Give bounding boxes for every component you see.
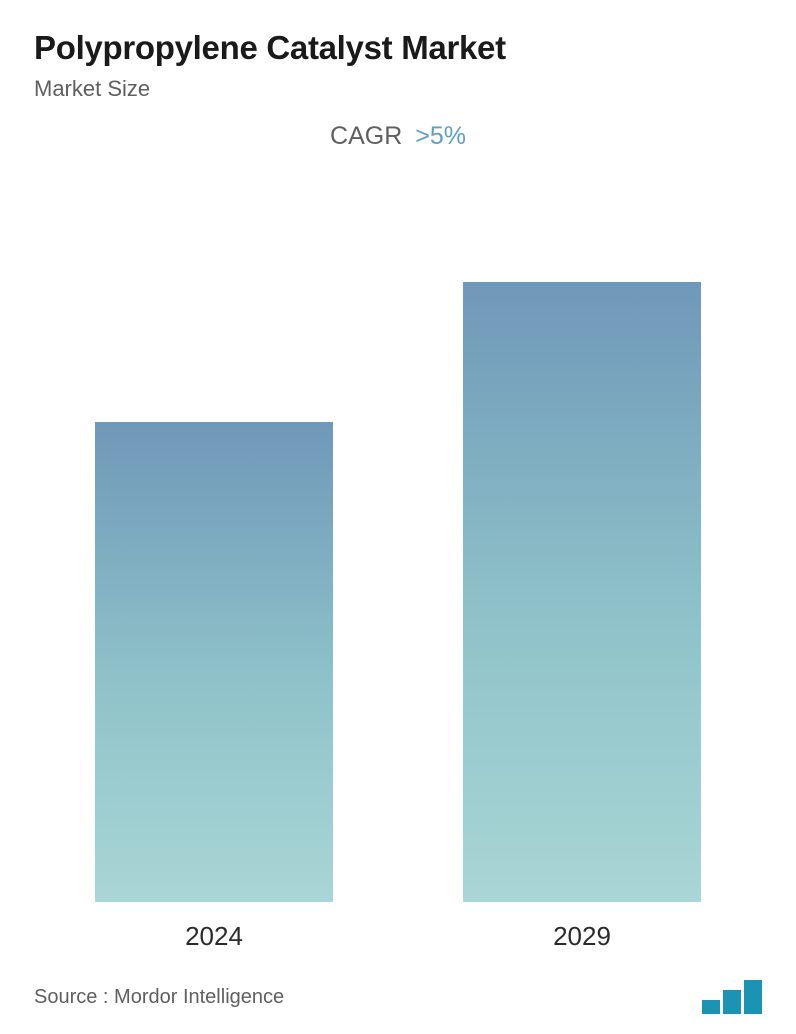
bar-2024: [95, 422, 333, 902]
x-label-0: 2024: [95, 921, 333, 952]
x-axis-labels: 2024 2029: [34, 921, 762, 952]
cagr-label: CAGR: [330, 122, 402, 150]
chart-area: 2024 2029: [34, 169, 762, 960]
bars-group: [34, 169, 762, 960]
chart-footer: Source : Mordor Intelligence: [34, 968, 762, 1014]
chart-title: Polypropylene Catalyst Market: [34, 28, 762, 68]
source-text: Source : Mordor Intelligence: [34, 986, 284, 1009]
cagr-value: >5%: [415, 122, 466, 150]
x-label-1: 2029: [463, 921, 701, 952]
logo-bar-3: [744, 980, 762, 1014]
logo-bar-1: [702, 1000, 720, 1014]
bar-2029: [463, 282, 701, 902]
chart-subtitle: Market Size: [34, 76, 762, 102]
logo-bar-2: [723, 990, 741, 1014]
mordor-logo-icon: [702, 980, 762, 1014]
chart-container: Polypropylene Catalyst Market Market Siz…: [0, 0, 796, 1034]
cagr-line: CAGR >5%: [34, 122, 762, 151]
